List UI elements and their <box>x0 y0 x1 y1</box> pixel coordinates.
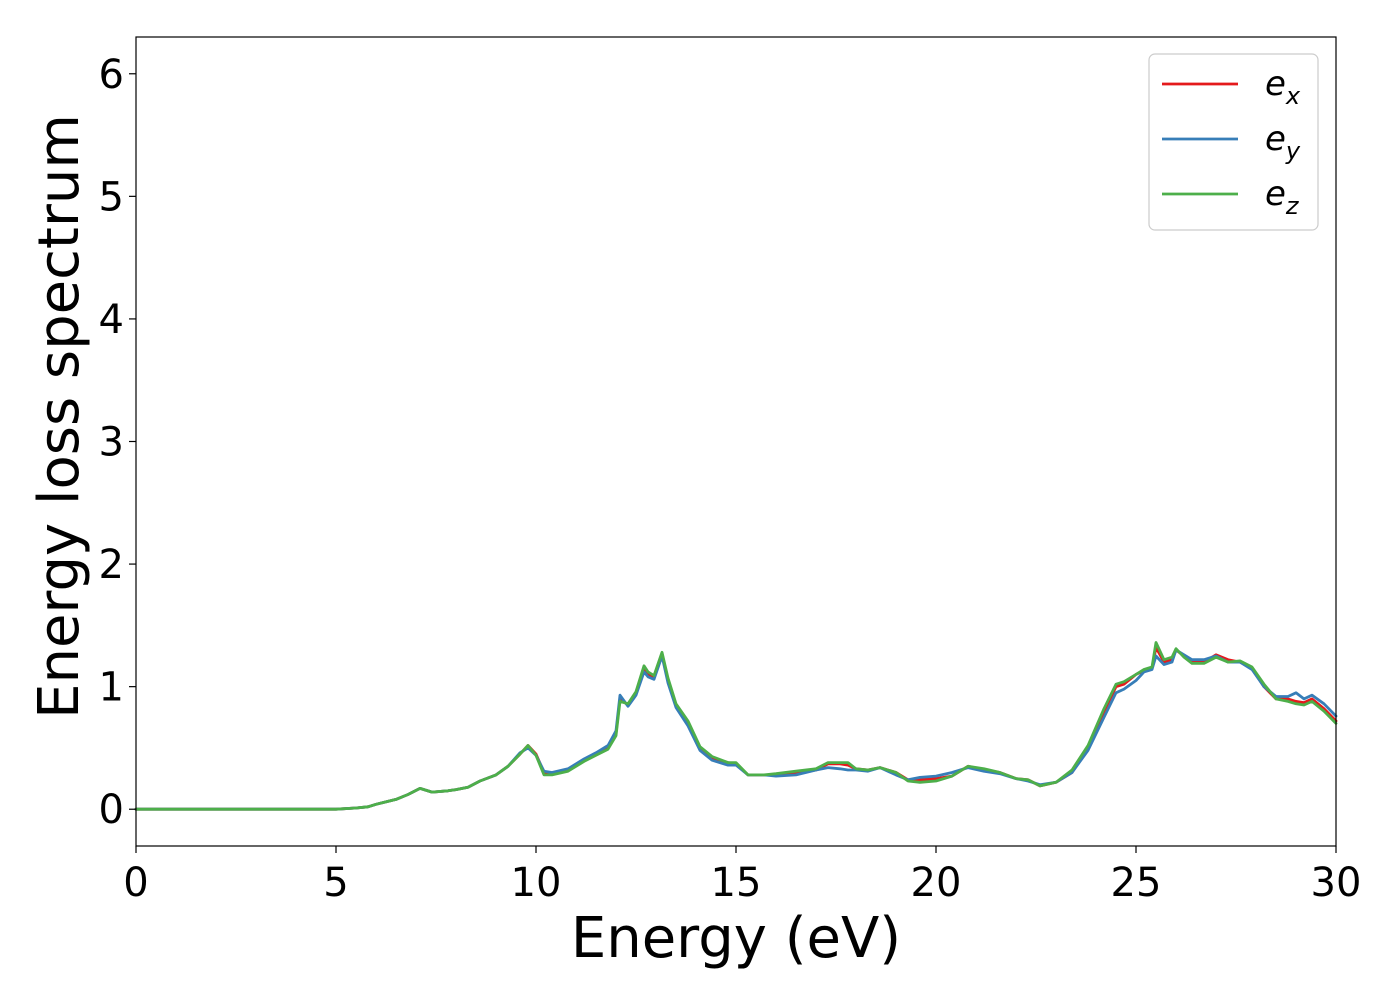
y-tick-label: 2 <box>99 542 124 588</box>
legend-box <box>1148 53 1319 231</box>
legend-label-z: ez <box>1265 174 1300 220</box>
series-line-x <box>134 646 1338 811</box>
legend-label-y: ey <box>1265 119 1301 165</box>
legend-label-subscript: z <box>1285 192 1300 220</box>
x-tick-label: 5 <box>323 860 348 906</box>
x-tick-label: 30 <box>1311 860 1362 906</box>
series-line-y <box>134 648 1338 811</box>
y-axis-title: Energy loss spectrum <box>27 114 92 719</box>
y-tick-label: 1 <box>99 665 124 711</box>
x-tick-label: 15 <box>711 860 762 906</box>
legend-label-subscript: y <box>1285 137 1301 165</box>
legend-label-subscript: x <box>1285 82 1301 110</box>
legend-label-base: e <box>1265 119 1286 159</box>
y-tick-label: 3 <box>99 420 124 466</box>
series-layer <box>134 641 1338 811</box>
x-tick-label: 0 <box>123 860 148 906</box>
x-axis-title: Energy (eV) <box>571 906 901 971</box>
y-tick-label: 0 <box>99 787 124 833</box>
x-tick-label: 10 <box>511 860 562 906</box>
x-tick-label: 25 <box>1111 860 1162 906</box>
y-tick-label: 4 <box>99 297 124 343</box>
axis-ticks: 0 5 10 15 20 25 30 0 1 2 3 4 5 6 <box>99 52 1362 906</box>
x-tick-label: 20 <box>911 860 962 906</box>
y-tick-label: 5 <box>99 174 124 220</box>
series-line-z <box>134 641 1338 811</box>
legend-label-base: e <box>1265 174 1286 214</box>
y-tick-label: 6 <box>99 52 124 98</box>
legend-label-x: ex <box>1265 64 1301 110</box>
legend-label-base: e <box>1265 64 1286 104</box>
